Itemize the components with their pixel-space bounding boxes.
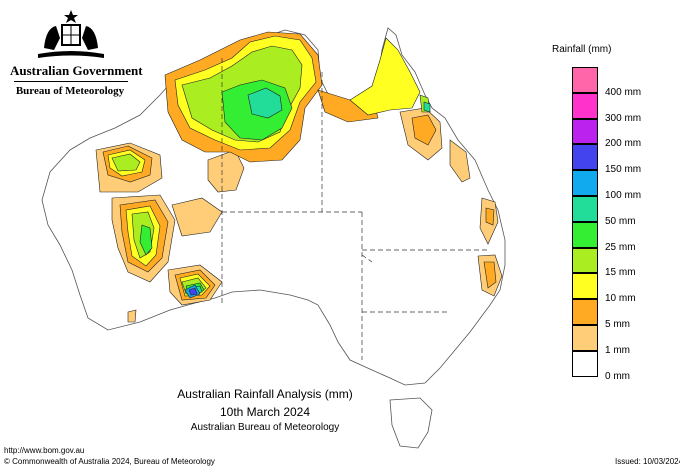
legend-swatch (572, 325, 598, 351)
legend-label: 0 mm (605, 370, 630, 382)
state-borders (221, 58, 488, 360)
copyright-notice: © Commonwealth of Australia 2024, Bureau… (4, 457, 215, 466)
divider (14, 81, 128, 82)
legend-swatch (572, 67, 598, 93)
legend-label: 15 mm (605, 267, 636, 279)
rainfall-map (41, 27, 506, 449)
rain-150mm (188, 287, 198, 296)
legend-label: 150 mm (605, 164, 642, 176)
issued-date: Issued: 10/03/2024 (615, 457, 680, 466)
government-logo: Australian Government Bureau of Meteorol… (10, 8, 143, 98)
legend-label: 200 mm (605, 138, 642, 150)
legend-swatch (572, 273, 598, 300)
legend-label: 100 mm (605, 190, 642, 201)
legend-swatch (572, 299, 598, 325)
website-url: http://www.bom.gov.au (4, 446, 85, 455)
legend-swatch (572, 196, 598, 222)
legend-label: 1 mm (605, 344, 630, 356)
legend-swatch (572, 350, 598, 377)
coat-of-arms-icon (38, 10, 104, 58)
legend-label: 10 mm (605, 293, 636, 305)
legend-label: 25 mm (605, 241, 636, 253)
map-date: 10th March 2024 (219, 405, 311, 419)
map-title: Australian Rainfall Analysis (mm) (177, 387, 353, 401)
legend-label: 50 mm (605, 215, 636, 227)
legend-title: Rainfall (mm) (552, 44, 612, 55)
bureau-name: Bureau of Meteorology (15, 85, 125, 97)
legend-swatch (572, 247, 598, 274)
legend-swatch (572, 221, 598, 248)
legend-swatch (572, 92, 598, 119)
legend-label: 400 mm (605, 86, 642, 98)
tasmania-outline (389, 397, 433, 449)
legend-swatch (572, 170, 598, 196)
map-source: Australian Bureau of Meteorology (190, 422, 340, 433)
legend-swatch (572, 118, 598, 145)
legend-swatch (572, 144, 598, 171)
legend-label: 5 mm (605, 319, 630, 330)
government-title: Australian Government (10, 63, 143, 78)
legend-label: 300 mm (605, 112, 642, 124)
